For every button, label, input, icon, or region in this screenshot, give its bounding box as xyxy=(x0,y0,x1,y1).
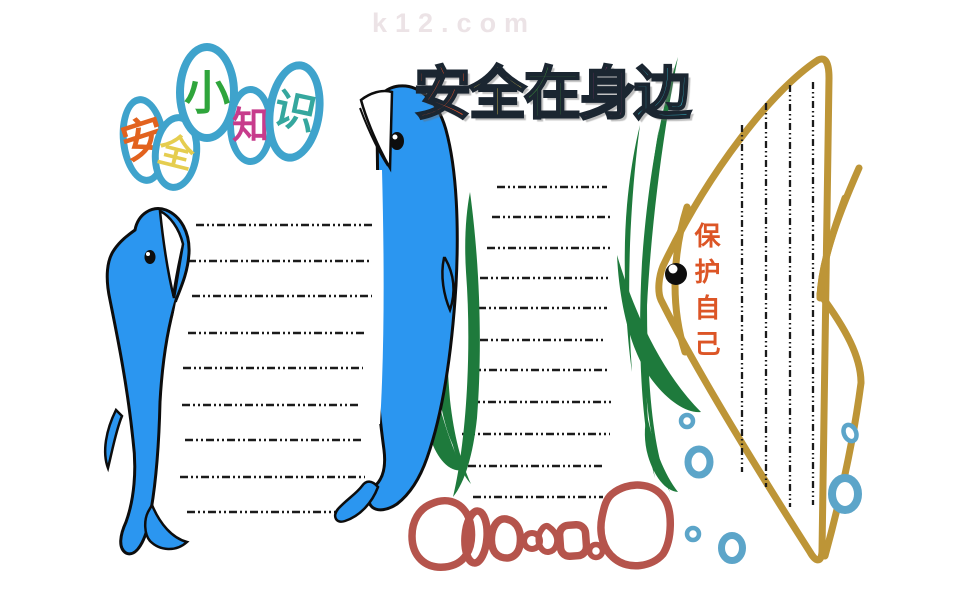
fish-eye xyxy=(665,263,687,285)
title-char: 边 xyxy=(633,62,692,126)
caption-char: 全 xyxy=(153,127,199,177)
title-char: 在 xyxy=(523,62,582,126)
dolphin-small-flukes xyxy=(144,502,190,551)
watermark: k12.com xyxy=(372,8,537,38)
writing-lines-center xyxy=(462,185,613,499)
fish-label: 保护自己 xyxy=(691,222,721,366)
writing-lines-fish xyxy=(740,82,815,507)
dolphin-large-eye-highlight xyxy=(392,134,398,140)
seaweed-blade xyxy=(440,168,471,484)
fish xyxy=(655,55,865,564)
dolphin-large-dorsal-fin xyxy=(441,256,455,314)
bubble-ring xyxy=(684,445,714,479)
dolphin-large-flukes xyxy=(333,480,380,523)
dolphin-small-eye xyxy=(144,250,156,264)
pebble xyxy=(535,522,561,555)
dolphin-large-eye xyxy=(390,132,404,150)
caption-char: 识 xyxy=(269,83,321,139)
pebble xyxy=(461,507,491,567)
pebble xyxy=(408,496,476,571)
dolphin-large xyxy=(333,84,459,523)
dolphin-small-fin xyxy=(104,407,124,473)
dolphin-small-eye-highlight xyxy=(146,252,150,256)
fish-fin-curve-inner xyxy=(816,194,849,302)
pebble xyxy=(586,541,606,561)
seaweed-blade xyxy=(643,128,670,492)
pebble xyxy=(597,481,674,570)
bubble-ring xyxy=(828,474,862,514)
dolphin-small xyxy=(104,207,191,556)
dolphin-large-snout xyxy=(359,89,394,173)
dolphin-small-body xyxy=(105,207,191,556)
dolphin-small-belly xyxy=(162,302,184,412)
page-title: 安 全 在 身 边 xyxy=(413,62,692,126)
bubble-ring xyxy=(841,422,859,444)
caption-char: 知 xyxy=(232,105,269,146)
bubble-ring xyxy=(718,532,746,564)
fish-body-outline xyxy=(655,55,833,564)
fish-tail-curve xyxy=(816,290,865,560)
bubbles xyxy=(678,412,862,564)
title-char: 全 xyxy=(468,62,527,126)
seaweed-blade xyxy=(453,192,480,497)
pebble xyxy=(555,520,591,561)
caption-bubble: 小 xyxy=(176,43,238,142)
title-char: 安 xyxy=(413,62,472,126)
dolphin-large-belly xyxy=(368,170,384,424)
bubble-ring xyxy=(678,412,696,430)
pebbles xyxy=(408,481,674,571)
pebble xyxy=(487,515,525,562)
dolphin-large-mouth-line xyxy=(359,107,389,167)
seaweed-right-cluster xyxy=(617,57,701,492)
fish-eye-highlight xyxy=(668,264,678,274)
bubble-ring xyxy=(684,525,702,543)
dolphin-small-mouth-line xyxy=(172,247,183,297)
seaweed-blade xyxy=(617,255,701,413)
caption-char: 小 xyxy=(184,66,230,119)
seaweed-blade xyxy=(644,415,678,492)
writing-lines-left xyxy=(180,223,374,514)
title-char: 身 xyxy=(578,62,637,126)
